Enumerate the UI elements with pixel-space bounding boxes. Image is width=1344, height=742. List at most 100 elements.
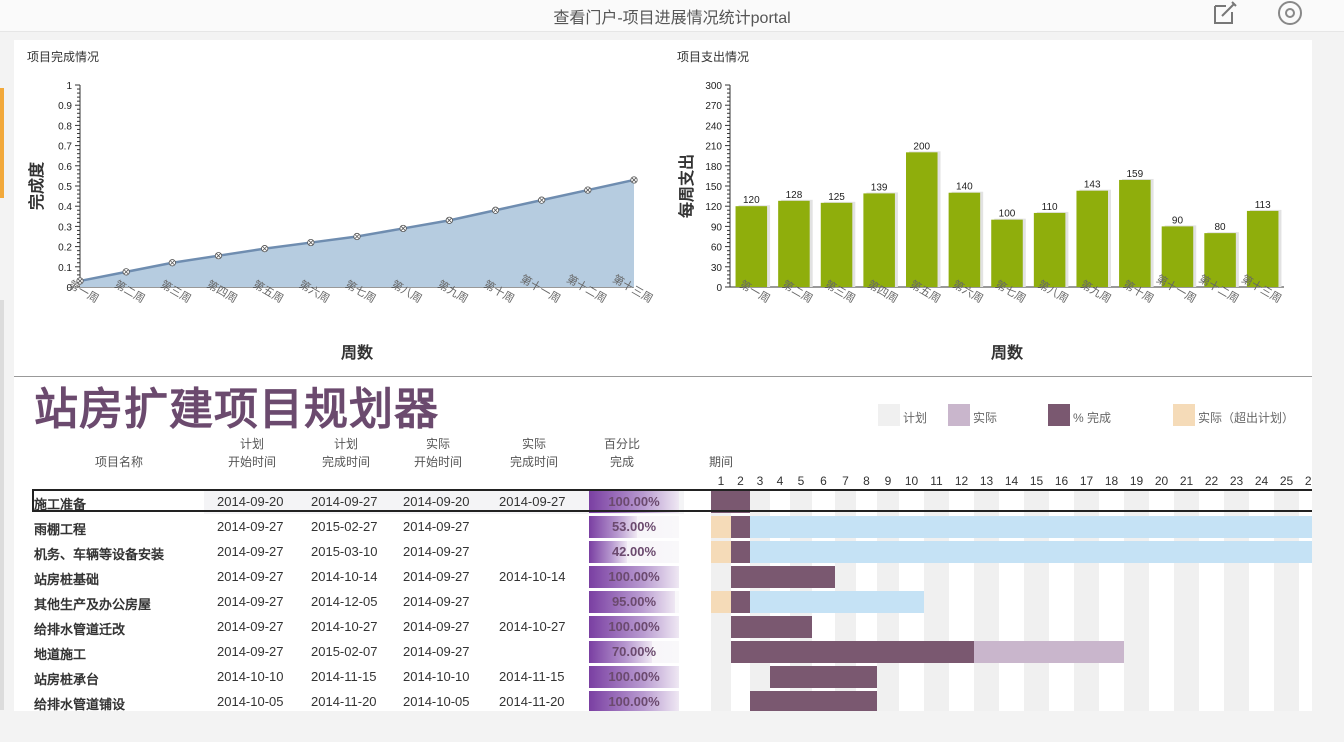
spend-bar [1119,179,1151,287]
progress-y-tick-label: 0.8 [58,121,72,132]
spend-y-tick-label: 90 [711,222,723,233]
percent-complete-fill [589,591,675,613]
project-planner: 站房扩建项目规划器 计划 实际% 完成 实际（超出计划） 项目名称 计划 开始时间 … [14,376,1312,711]
percent-complete-fill [589,616,679,638]
header-actual-end-2: 完成时间 [509,455,558,469]
period-number: 21 [1179,474,1194,488]
plan-end-date: 2015-02-27 [311,519,378,534]
actual-start-date: 2014-09-20 [403,494,470,509]
actual-start-date: 2014-09-27 [403,569,470,584]
period-number: 16 [1054,474,1069,488]
period-number: 10 [904,474,919,488]
percent-complete-cell: 100.00% [589,666,679,688]
legend-label: % 完成 [1073,411,1112,425]
percent-complete-fill [589,566,679,588]
header-actual-start: 实际 开始时间 [398,435,478,471]
task-name: 站房桩基础 [34,572,100,587]
spend-y-tick-label: 0 [716,283,722,294]
gantt-bar [731,516,750,538]
spend-y-tick-label: 270 [705,101,722,112]
actual-end-date: 2014-11-15 [499,669,565,684]
progress-point [584,186,592,194]
gantt-bar [750,516,1312,538]
target-icon[interactable] [1277,0,1303,26]
percent-complete-cell: 100.00% [589,691,679,711]
actual-end-date: 2014-10-27 [499,619,566,634]
actual-start-date: 2014-09-27 [403,644,470,659]
period-number: 22 [1204,474,1219,488]
period-number: 7 [842,474,849,488]
progress-point-cross [631,177,637,183]
progress-y-tick-label: 1 [66,81,72,92]
task-row: 站房桩基础 2014-09-27 2014-10-14 2014-09-27 2014-… [14,565,1312,590]
spend-bar-label: 90 [1172,215,1184,226]
percent-complete-fill [589,541,627,563]
task-name: 其他生产及办公房屋 [34,597,152,612]
progress-point-cross [170,260,175,266]
gantt-bar [750,691,877,711]
legend-swatch [878,404,900,426]
plan-start-date: 2014-09-20 [217,494,284,509]
header-actual-start-1: 实际 [425,437,450,451]
plan-end-date: 2014-12-05 [311,594,378,609]
header-plan-start-1: 计划 [239,437,264,451]
legend-label: 计划 [903,411,928,425]
gantt-bar [711,541,731,563]
progress-y-tick-label: 0.1 [58,263,72,274]
progress-point [214,252,223,260]
spend-chart-title: 项目支出情况 [677,50,749,64]
progress-point [168,259,176,267]
spend-bar-label: 80 [1215,222,1227,233]
period-number: 14 [1004,474,1019,488]
task-row: 给排水管道迁改 2014-09-27 2014-10-27 2014-09-27 201… [14,615,1312,640]
period-number: 11 [930,474,943,488]
progress-point-cross [216,253,221,258]
percent-complete-text: 53.00% [611,519,657,534]
header-plan-end-1: 计划 [333,437,358,451]
percent-complete-fill [589,641,652,663]
left-scroll-strip [0,300,4,710]
legend-swatch [1173,404,1195,426]
progress-point [445,216,453,224]
period-number: 25 [1279,474,1294,488]
spend-y-tick-label: 240 [705,121,722,132]
plan-start-date: 2014-09-27 [217,544,284,559]
task-row: 地道施工 2014-09-27 2015-02-07 2014-09-27 70.00% [14,640,1312,665]
spend-bar [1246,210,1279,287]
progress-point [76,277,84,285]
plan-end-date: 2014-09-27 [311,494,378,509]
progress-point [261,245,269,253]
spend-bar-label: 200 [913,141,930,152]
progress-point-cross [493,207,498,213]
spend-bar [948,192,981,287]
spend-bar-label: 143 [1084,180,1101,191]
spend-y-tick-label: 30 [711,263,723,274]
progress-y-tick-label: 0.6 [58,162,72,173]
header-plan-start-2: 开始时间 [227,455,276,469]
planner-title: 站房扩建项目规划器 [34,385,439,434]
plan-end-date: 2014-11-20 [311,694,377,709]
period-number: 26 [1304,474,1312,488]
gantt-bar [711,516,731,538]
actual-start-date: 2014-09-27 [403,519,470,534]
plan-end-date: 2014-10-27 [311,619,378,634]
spend-bar [778,200,810,287]
header-name: 项目名称 [94,455,143,469]
edit-icon[interactable] [1212,0,1238,26]
percent-complete-text: 95.00% [611,594,657,609]
task-row: 其他生产及办公房屋 2014-09-27 2014-12-05 2014-09-27 9… [14,590,1312,615]
percent-complete-text: 42.00% [611,544,657,559]
percent-complete-fill [589,491,679,513]
gantt-bar [731,641,974,663]
percent-complete-cell: 53.00% [589,516,679,538]
header-percent-1: 百分比 [604,437,641,451]
spend-y-tick-label: 210 [705,142,722,153]
task-row: 雨棚工程 2014-09-27 2015-02-27 2014-09-27 53.00% [14,515,1312,540]
period-number: 6 [820,474,827,488]
actual-end-date: 2014-09-27 [499,494,566,509]
progress-y-tick-label: 0.2 [58,243,72,254]
spend-x-axis-title: 周数 [991,343,1024,362]
progress-y-tick-label: 0.5 [58,182,72,193]
period-number: 1 [717,474,725,488]
period-number: 8 [863,474,870,488]
